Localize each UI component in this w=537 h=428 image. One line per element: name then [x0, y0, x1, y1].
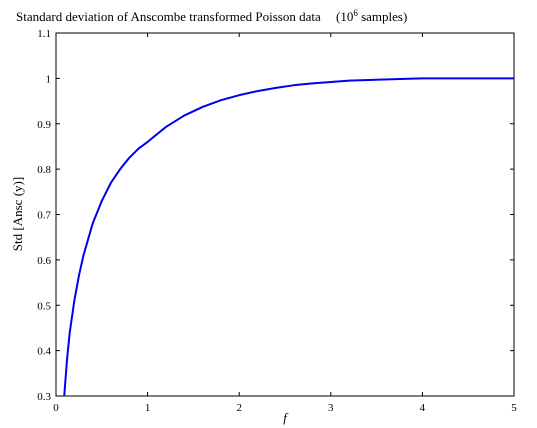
y-tick-label: 0.5 [37, 300, 51, 312]
y-tick-label: 0.9 [37, 119, 51, 131]
chart-title-note-sup: 6 [353, 8, 358, 18]
x-tick-label: 1 [145, 402, 151, 414]
y-tick-label: 0.7 [37, 210, 51, 222]
x-axis-label: f [283, 410, 289, 425]
x-tick-label: 2 [236, 402, 242, 414]
y-tick-label: 0.4 [37, 346, 51, 358]
y-axis-label: Std [Ansc (y)] [10, 177, 25, 251]
series-line [63, 77, 514, 397]
y-tick-label: 0.3 [37, 391, 51, 403]
y-tick-label: 1 [46, 73, 52, 85]
x-tick-label: 4 [420, 402, 426, 414]
chart-title: Standard deviation of Anscombe transform… [16, 8, 407, 24]
x-tick-label: 0 [53, 402, 59, 414]
y-tick-label: 0.8 [37, 164, 51, 176]
x-tick-label: 3 [328, 402, 334, 414]
y-tick-label: 0.6 [37, 255, 51, 267]
chart-title-main: Standard deviation of Anscombe transform… [16, 9, 321, 24]
series-layer [63, 77, 514, 397]
ticks: 0 1 2 3 4 5 0.3 0.4 0.5 0.6 0.7 0.8 0.9 1 1.1 [37, 28, 517, 414]
chart-title-note-tail: samples) [358, 9, 407, 24]
chart-title-note: (10 [336, 9, 353, 24]
x-tick-label: 5 [511, 402, 517, 414]
y-tick-label: 1.1 [37, 28, 51, 40]
